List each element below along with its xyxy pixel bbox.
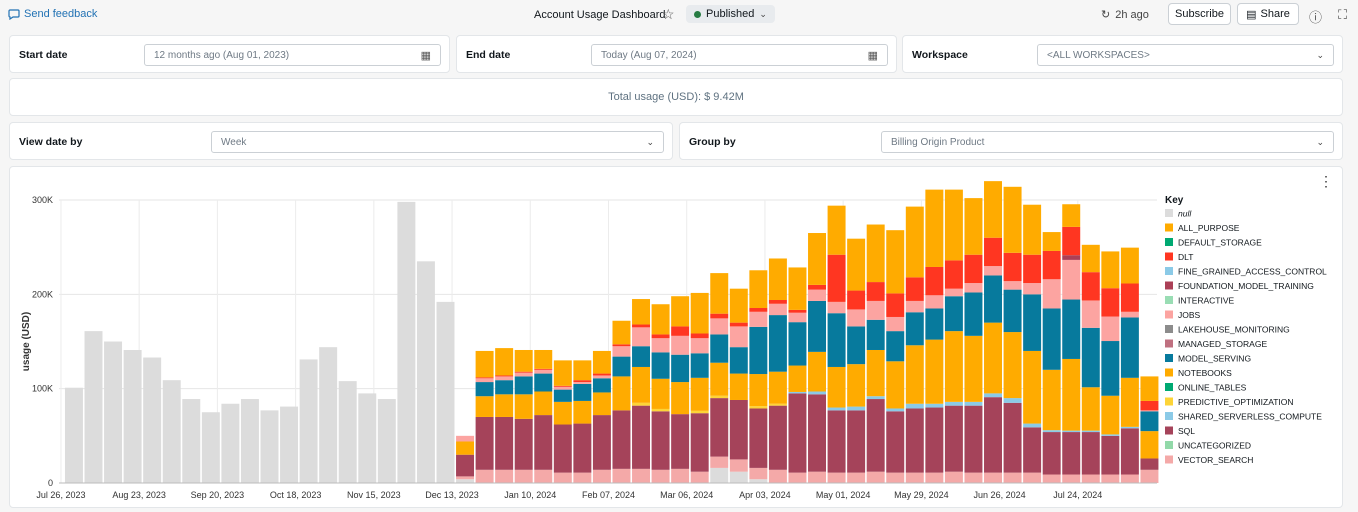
- status-dot-icon: [694, 10, 701, 18]
- workspace-label: Workspace: [912, 49, 968, 61]
- star-icon[interactable]: ☆: [662, 6, 675, 22]
- calendar-icon: ▦: [867, 49, 878, 62]
- refresh-icon: ↻: [1101, 9, 1111, 21]
- calendar-icon: ▦: [420, 49, 431, 62]
- usage-chart-card: ⋮: [9, 166, 1343, 508]
- fullscreen-icon[interactable]: ⛶: [1338, 7, 1348, 22]
- top-bar: Send feedback Account Usage Dashboard ☆ …: [0, 0, 1358, 30]
- group-by-filter: Group by Billing Origin Product ⌄: [679, 122, 1343, 160]
- end-date-filter: End date Today (Aug 07, 2024) ▦: [456, 35, 897, 73]
- group-by-label: Group by: [689, 136, 736, 148]
- total-usage-text: Total usage (USD): $ 9.42M: [608, 91, 744, 103]
- start-date-filter: Start date 12 months ago (Aug 01, 2023) …: [9, 35, 450, 73]
- group-by-value: Billing Origin Product: [891, 136, 985, 148]
- refresh-button[interactable]: ↻ 2h ago: [1101, 8, 1149, 22]
- total-usage-card: Total usage (USD): $ 9.42M: [9, 78, 1343, 116]
- send-feedback-link[interactable]: Send feedback: [8, 8, 97, 20]
- more-options-icon[interactable]: ⋮: [1319, 173, 1333, 189]
- start-date-value: 12 months ago (Aug 01, 2023): [154, 49, 290, 61]
- publish-status-dropdown[interactable]: Published ⌄: [686, 5, 775, 23]
- send-feedback-label: Send feedback: [24, 8, 98, 20]
- chevron-down-icon: ⌄: [759, 8, 767, 19]
- end-date-value: Today (Aug 07, 2024): [601, 49, 697, 61]
- chevron-down-icon: ⌄: [1316, 49, 1324, 60]
- subscribe-button[interactable]: Subscribe: [1168, 3, 1231, 25]
- view-date-label: View date by: [19, 136, 83, 148]
- workspace-filter: Workspace <ALL WORKSPACES> ⌄: [902, 35, 1343, 73]
- workspace-select[interactable]: <ALL WORKSPACES> ⌄: [1037, 44, 1334, 66]
- dashboard-title: Account Usage Dashboard: [534, 9, 666, 21]
- view-date-value: Week: [221, 136, 247, 148]
- end-date-label: End date: [466, 49, 511, 61]
- start-date-label: Start date: [19, 49, 68, 61]
- end-date-input[interactable]: Today (Aug 07, 2024) ▦: [591, 44, 888, 66]
- refresh-time: 2h ago: [1115, 8, 1149, 21]
- info-icon[interactable]: ⓘ: [1309, 10, 1323, 25]
- chevron-down-icon: ⌄: [646, 136, 654, 147]
- share-label: Share: [1260, 8, 1290, 20]
- workspace-value: <ALL WORKSPACES>: [1047, 49, 1150, 61]
- feedback-icon: [8, 9, 20, 20]
- view-date-select[interactable]: Week ⌄: [211, 131, 664, 153]
- share-icon: ▤: [1246, 8, 1257, 21]
- group-by-select[interactable]: Billing Origin Product ⌄: [881, 131, 1334, 153]
- share-button[interactable]: ▤ Share: [1237, 3, 1299, 25]
- chevron-down-icon: ⌄: [1316, 136, 1324, 147]
- start-date-input[interactable]: 12 months ago (Aug 01, 2023) ▦: [144, 44, 441, 66]
- publish-status-label: Published: [706, 8, 755, 20]
- view-date-filter: View date by Week ⌄: [9, 122, 673, 160]
